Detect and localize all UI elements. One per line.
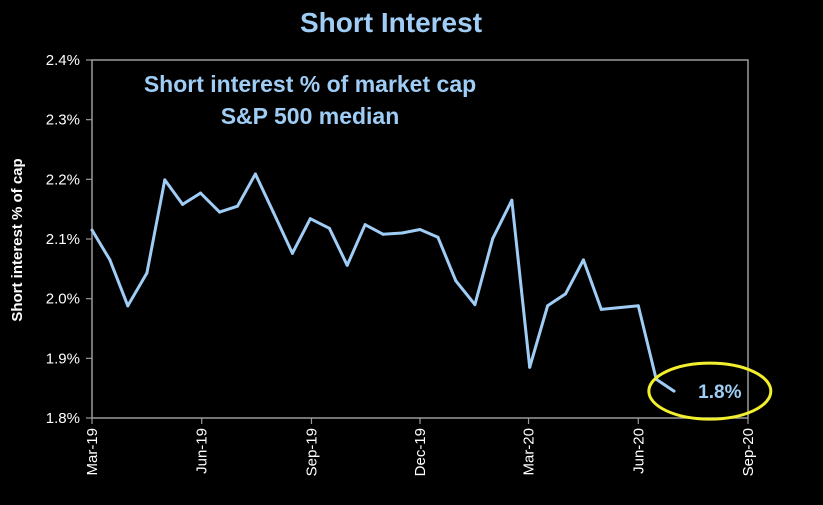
data-point [218,210,222,214]
data-point [510,198,514,202]
data-point [363,223,367,227]
data-point [491,236,495,240]
data-point [108,258,112,262]
x-tick-label: Jun-20 [630,428,647,474]
data-point [400,231,404,235]
data-point [236,204,240,208]
data-point [163,178,167,182]
data-point [528,365,532,369]
x-tick-label: Mar-19 [84,428,101,476]
y-axis-ticks: 1.8% 1.9% 2.0% 2.1% 2.2% 2.3% 2.4% [46,52,92,427]
highlight-ellipse [647,361,773,421]
data-point [345,263,349,267]
data-point [290,251,294,255]
data-point [327,226,331,230]
y-tick-label: 2.0% [46,291,80,308]
y-tick-label: 1.8% [46,410,80,427]
x-tick-label: Dec-19 [412,428,429,476]
data-point [581,258,585,262]
data-point [199,191,203,195]
series-layer [90,172,676,393]
data-point [436,235,440,239]
x-tick-label: Jun-19 [194,428,211,474]
y-tick-label: 1.9% [46,350,80,367]
inner-title-line-1: Short interest % of market cap [144,71,476,97]
y-tick-label: 2.3% [46,112,80,129]
data-point [564,292,568,296]
data-point [454,279,458,283]
plot-area [91,59,749,419]
y-axis-label: Short interest % of cap [9,158,26,321]
data-point [599,307,603,311]
data-point [145,271,149,275]
data-point [473,303,477,307]
annotation-layer: 1.8% [647,361,773,421]
data-point [90,228,94,232]
data-point [181,202,185,206]
data-point [418,227,422,231]
data-point [381,232,385,236]
y-tick-label: 2.1% [46,231,80,248]
plot-frame [91,59,749,419]
data-point [126,304,130,308]
x-tick-label: Mar-20 [521,428,538,476]
annotation-label: 1.8% [698,382,741,403]
y-tick-label: 2.2% [46,171,80,188]
x-tick-label: Sep-20 [740,428,757,476]
x-axis-ticks: Mar-19 Jun-19 Sep-19 Dec-19 Mar-20 Jun-20 Sep-… [84,418,757,476]
data-point [308,217,312,221]
inner-title-line-2: S&P 500 median [221,103,400,129]
data-point [672,389,676,393]
data-point [546,304,550,308]
y-tick-label: 2.4% [46,52,80,69]
x-tick-label: Sep-19 [303,428,320,476]
series-line [90,172,675,393]
chart-title: Short Interest [300,7,482,38]
data-point [253,172,257,176]
data-point [271,210,275,214]
data-point [636,304,640,308]
